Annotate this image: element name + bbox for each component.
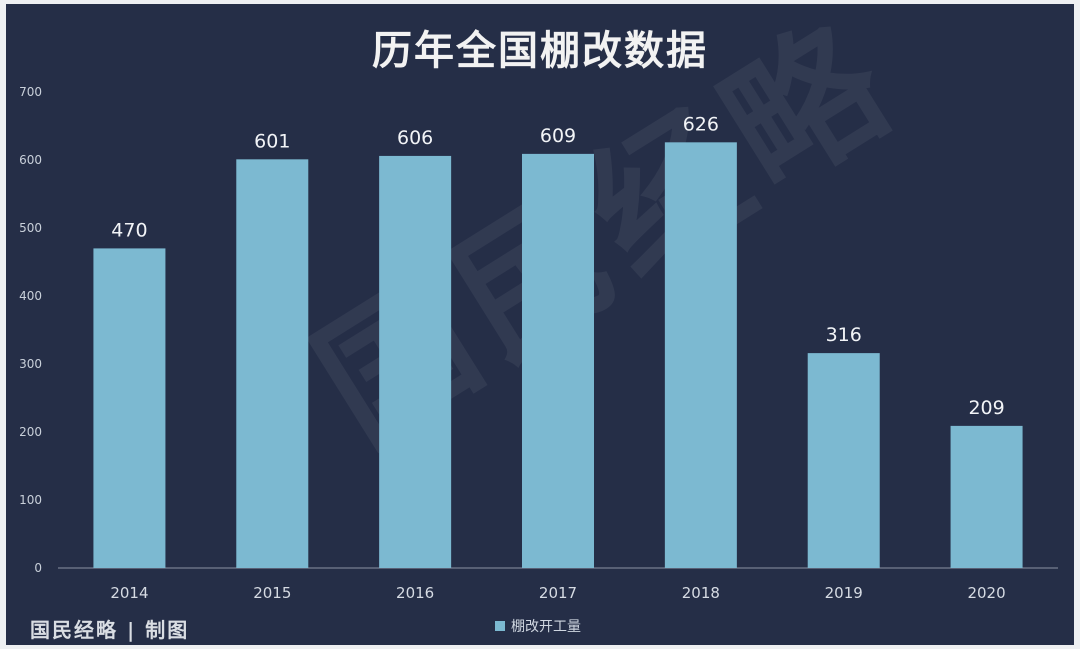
bar — [379, 155, 452, 569]
data-label: 606 — [397, 127, 433, 149]
x-tick-label: 2019 — [825, 584, 863, 602]
x-tick-label: 2017 — [539, 584, 577, 602]
bar — [93, 248, 166, 568]
footer-credit: 国民经略 | 制图 — [30, 618, 190, 642]
data-label: 470 — [111, 219, 147, 241]
x-tick-label: 2014 — [110, 584, 148, 602]
x-tick-label: 2020 — [967, 584, 1005, 602]
chart-title: 历年全国棚改数据 — [372, 28, 708, 74]
bar — [950, 425, 1023, 568]
y-tick-label: 100 — [19, 493, 42, 507]
y-tick-label: 300 — [19, 357, 42, 371]
bar — [522, 153, 594, 568]
data-label: 609 — [540, 125, 576, 147]
bar — [664, 142, 737, 568]
x-tick-label: 2018 — [682, 584, 720, 602]
legend-swatch — [495, 621, 505, 631]
y-tick-label: 700 — [19, 85, 42, 99]
x-tick-label: 2015 — [253, 584, 291, 602]
bar — [236, 159, 309, 568]
data-label: 316 — [826, 324, 862, 346]
y-tick-label: 500 — [19, 221, 42, 235]
legend: 棚改开工量 — [495, 616, 581, 636]
bar — [807, 353, 880, 568]
y-tick-label: 600 — [19, 153, 42, 167]
y-tick-label: 200 — [19, 425, 42, 439]
data-label: 626 — [683, 113, 719, 135]
y-tick-label: 400 — [19, 289, 42, 303]
x-tick-label: 2016 — [396, 584, 434, 602]
y-tick-label: 0 — [34, 561, 42, 575]
data-label: 209 — [968, 397, 1004, 419]
data-label: 601 — [254, 130, 290, 152]
legend-label: 棚改开工量 — [511, 619, 581, 635]
